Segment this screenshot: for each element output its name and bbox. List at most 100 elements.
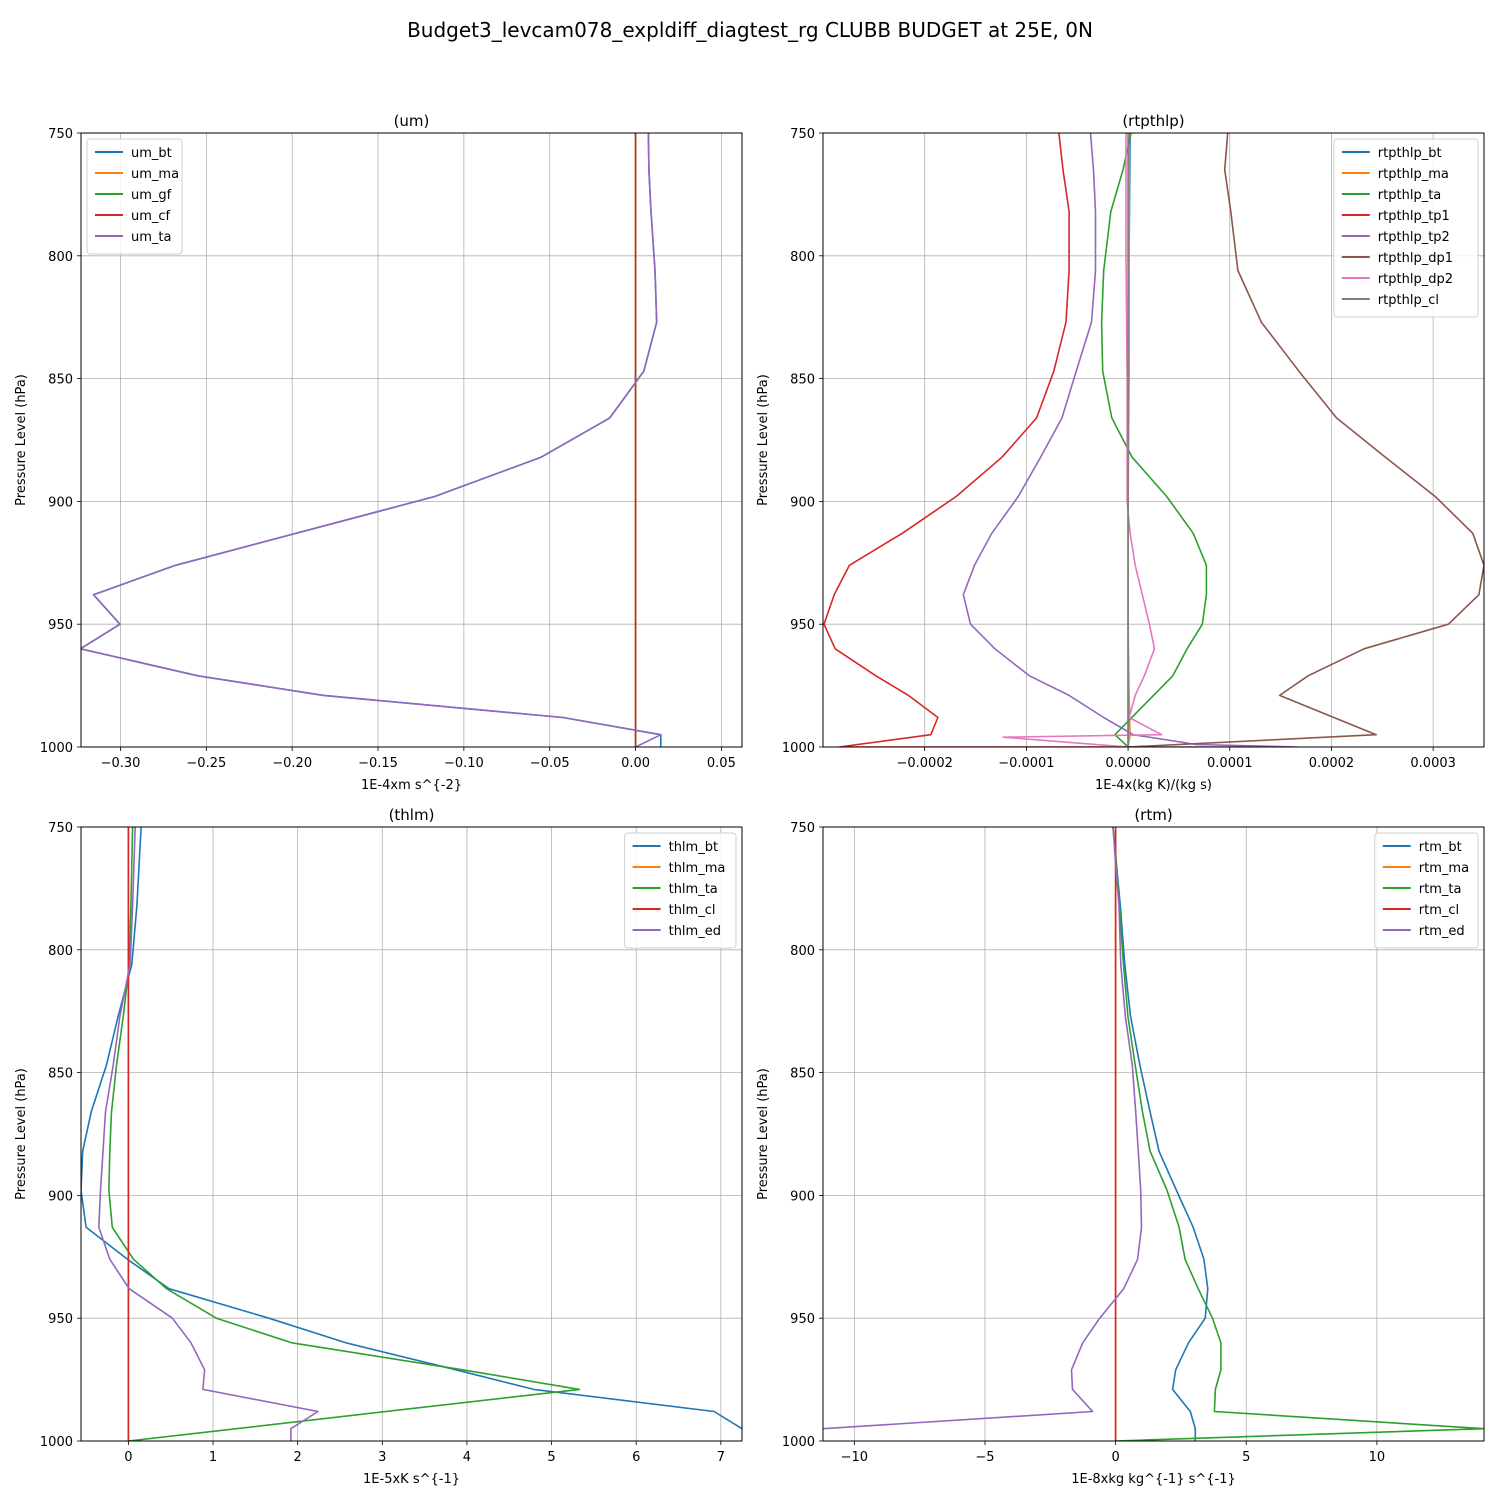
legend-entry: um_gf <box>131 188 172 203</box>
figure-suptitle: Budget3_levcam078_expldiff_diagtest_rg C… <box>407 18 1093 42</box>
x-tick-label: −5 <box>975 1450 994 1465</box>
x-tick-label: −10 <box>841 1450 868 1465</box>
chart-panel-2: −0.0002 −0.0001 0.0000 0.0001 0.0002 0.0003 75… <box>756 112 1485 793</box>
x-tick-label: 0 <box>1111 1450 1119 1465</box>
y-tick-label: 900 <box>48 495 73 510</box>
series-line-rtpthlp_tp1 <box>823 133 1129 747</box>
legend-entry: thlm_bt <box>669 840 718 855</box>
series-line-thlm_ed <box>98 827 319 1441</box>
x-tick-label: 0.05 <box>707 756 736 771</box>
legend-entry: um_cf <box>131 209 171 224</box>
x-tick-label: −0.25 <box>186 756 226 771</box>
y-tick-label: 850 <box>48 1067 73 1082</box>
legend-entry: rtm_bt <box>1419 840 1462 855</box>
x-tick-label: 0.0000 <box>1105 756 1151 771</box>
legend-entry: rtm_ma <box>1419 861 1469 876</box>
legend-entry: rtm_ed <box>1419 924 1465 939</box>
legend: rtm_bt rtm_ma rtm_ta rtm_cl rtm_ed <box>1374 832 1479 949</box>
x-tick-label: −0.30 <box>101 756 141 771</box>
y-tick-label: 950 <box>48 618 73 633</box>
y-tick-label: 900 <box>48 1189 73 1204</box>
legend-entry: rtpthlp_tp2 <box>1378 230 1450 245</box>
legend-entry: rtpthlp_cl <box>1378 293 1439 308</box>
y-tick-label: 1000 <box>782 1435 815 1450</box>
axes-frame <box>80 826 743 1442</box>
y-tick-label: 900 <box>790 1189 815 1204</box>
x-tick-label: 7 <box>717 1450 725 1465</box>
series-group <box>81 827 742 1441</box>
y-tick-label: 750 <box>48 821 73 836</box>
x-tick-label: 6 <box>632 1450 640 1465</box>
legend-entry: thlm_ed <box>669 924 721 939</box>
y-tick-label: 800 <box>48 944 73 959</box>
series-line-rtpthlp_dp2 <box>1002 133 1163 747</box>
legend-entry: rtm_cl <box>1419 903 1459 918</box>
legend-entry: rtm_ta <box>1419 882 1462 897</box>
y-axis-label: Pressure Level (hPa) <box>14 374 29 506</box>
series-line-rtpthlp_ta <box>1100 133 1208 747</box>
legend-entry: um_ma <box>131 167 179 182</box>
y-tick-label: 850 <box>790 1067 815 1082</box>
x-tick-label: −0.10 <box>444 756 484 771</box>
legend-entry: rtpthlp_ta <box>1378 188 1441 203</box>
legend-entry: um_bt <box>131 146 172 161</box>
y-tick-label: 800 <box>48 250 73 265</box>
chart-panel-3: 0 1 2 3 4 5 6 7 750 800 850 900 950 1000 (thlm) 1E-5xK … <box>14 806 743 1487</box>
y-tick-label: 950 <box>790 1312 815 1327</box>
series-line-um_ta <box>81 133 662 747</box>
x-tick-label: 5 <box>1242 1450 1250 1465</box>
y-tick-label: 750 <box>48 127 73 142</box>
x-tick-label: 0.0003 <box>1410 756 1456 771</box>
x-tick-label: 5 <box>547 1450 555 1465</box>
plot-area <box>823 827 1484 1441</box>
y-tick-label: 800 <box>790 250 815 265</box>
plot-area <box>81 133 742 747</box>
x-axis-label: 1E-4x(kg K)/(kg s) <box>1095 778 1212 793</box>
axes-frame <box>80 132 743 748</box>
y-axis-label: Pressure Level (hPa) <box>756 374 771 506</box>
chart-panel-1: −0.30 −0.25 −0.20 −0.15 −0.10 −0.05 0.00 0.05 75… <box>14 112 743 793</box>
y-axis-label: Pressure Level (hPa) <box>756 1068 771 1200</box>
panel-title: (rtm) <box>1134 806 1172 824</box>
legend-box <box>624 832 737 949</box>
y-tick-label: 1000 <box>782 741 815 756</box>
y-tick-label: 1000 <box>40 741 73 756</box>
legend-box <box>86 138 183 255</box>
x-tick-label: 0.0002 <box>1309 756 1355 771</box>
legend-entry: rtpthlp_ma <box>1378 167 1449 182</box>
series-line-thlm_ta <box>108 827 581 1441</box>
x-tick-label: −0.15 <box>358 756 398 771</box>
legend-box <box>1333 138 1479 318</box>
x-tick-label: 1 <box>209 1450 217 1465</box>
series-group <box>823 827 1484 1441</box>
x-axis-label: 1E-8xkg kg^{-1} s^{-1} <box>1071 1472 1236 1487</box>
x-tick-label: 4 <box>463 1450 471 1465</box>
legend-entry: thlm_ma <box>669 861 726 876</box>
y-axis-label: Pressure Level (hPa) <box>14 1068 29 1200</box>
axes-frame <box>822 132 1485 748</box>
legend-entry: thlm_ta <box>669 882 718 897</box>
series-line-rtpthlp_tp2 <box>962 133 1298 747</box>
series-line-rtm_ed <box>823 827 1143 1430</box>
y-tick-label: 750 <box>790 127 815 142</box>
x-tick-label: −0.0001 <box>998 756 1054 771</box>
legend-entry: thlm_cl <box>669 903 716 918</box>
legend-entry: um_ta <box>131 230 171 245</box>
panel-title: (thlm) <box>389 806 435 824</box>
y-tick-label: 900 <box>790 495 815 510</box>
legend-entry: rtpthlp_tp1 <box>1378 209 1450 224</box>
legend-box <box>1374 832 1479 949</box>
x-tick-label: −0.0002 <box>896 756 952 771</box>
y-tick-label: 950 <box>790 618 815 633</box>
y-tick-label: 1000 <box>40 1435 73 1450</box>
legend: rtpthlp_bt rtpthlp_ma rtpthlp_ta rtpthlp_tp… <box>1333 138 1479 318</box>
legend-entry: rtpthlp_dp2 <box>1378 272 1453 287</box>
y-tick-label: 850 <box>790 373 815 388</box>
x-tick-label: −0.20 <box>272 756 312 771</box>
series-group <box>81 133 662 747</box>
panel-title: (rtpthlp) <box>1122 112 1184 130</box>
series-line-rtpthlp_dp1 <box>1128 133 1484 747</box>
x-axis-label: 1E-4xm s^{-2} <box>361 778 462 793</box>
y-tick-label: 800 <box>790 944 815 959</box>
